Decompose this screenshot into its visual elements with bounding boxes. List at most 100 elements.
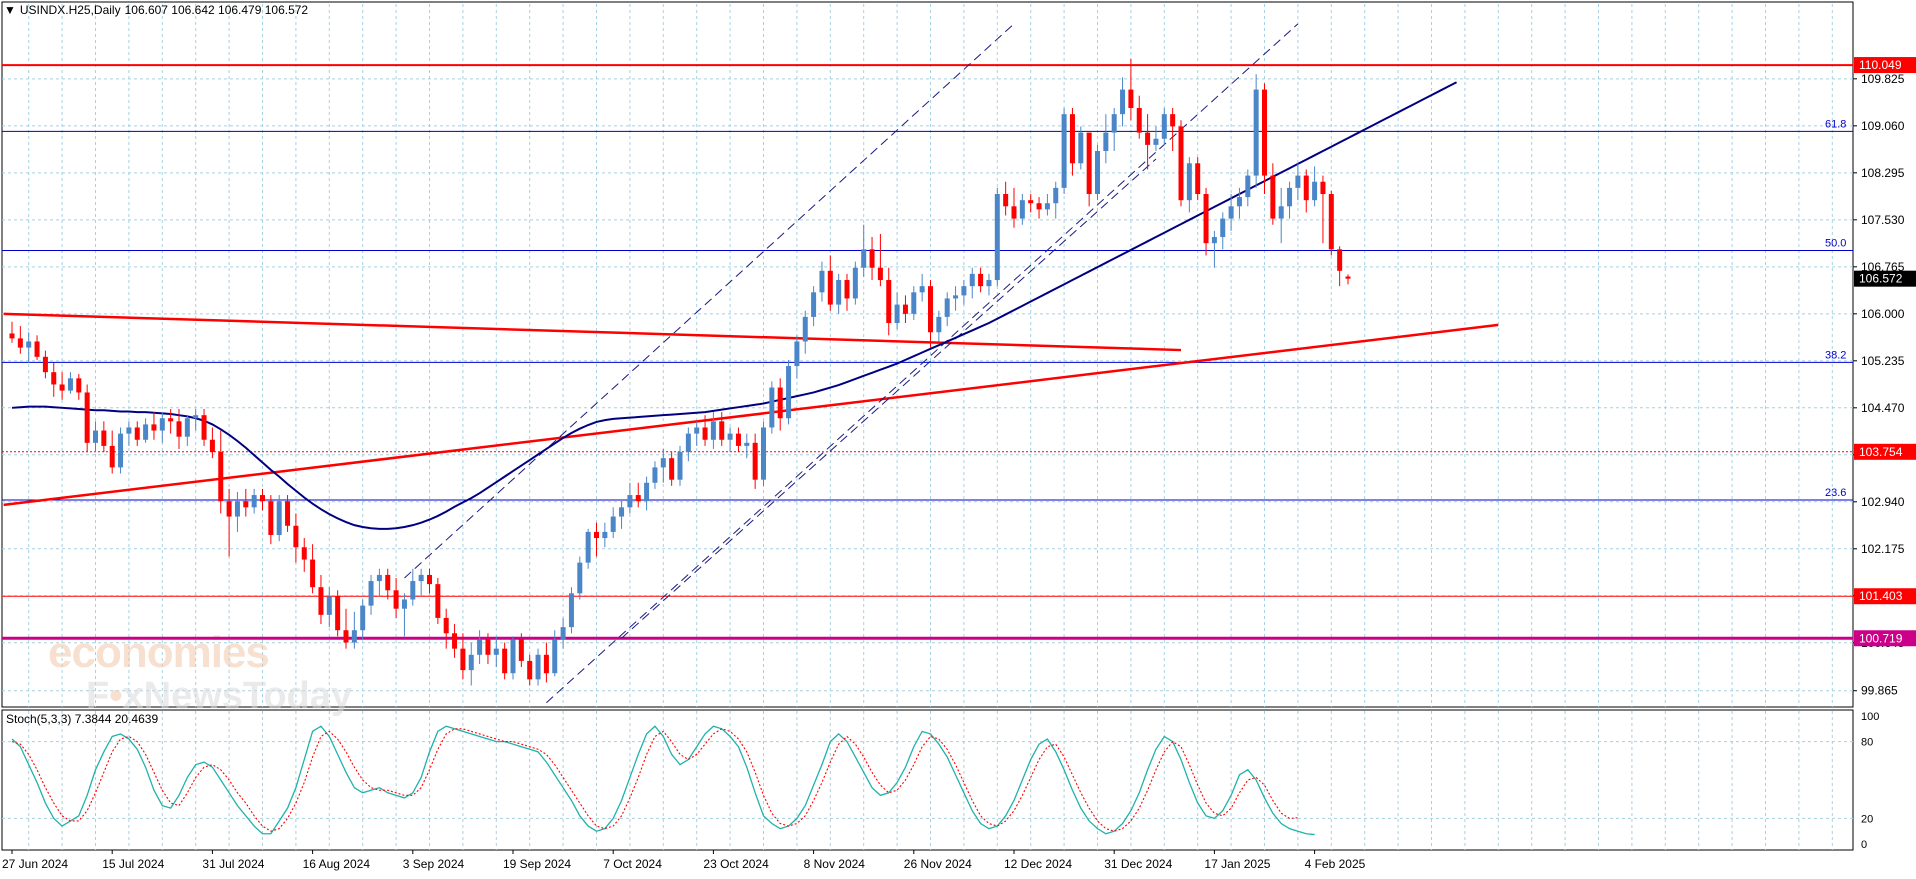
candle[interactable]	[1270, 163, 1276, 225]
candle[interactable]	[786, 359, 792, 425]
candle[interactable]	[126, 421, 132, 446]
candle[interactable]	[76, 374, 82, 400]
candle[interactable]	[1278, 187, 1284, 244]
candle[interactable]	[493, 636, 499, 668]
candle[interactable]	[401, 593, 407, 637]
candle[interactable]	[326, 587, 332, 628]
candle[interactable]	[1337, 246, 1343, 287]
candle[interactable]	[619, 501, 625, 529]
candle[interactable]	[460, 633, 466, 680]
candle[interactable]	[134, 421, 140, 446]
candle[interactable]	[1228, 194, 1234, 231]
candle[interactable]	[761, 421, 766, 486]
candle[interactable]	[84, 384, 90, 453]
candle[interactable]	[1195, 157, 1201, 201]
candle[interactable]	[1103, 114, 1109, 164]
candle[interactable]	[861, 224, 867, 277]
candle[interactable]	[1095, 144, 1100, 201]
candle[interactable]	[9, 321, 15, 343]
candle[interactable]	[652, 461, 658, 489]
candle[interactable]	[961, 280, 967, 305]
candle[interactable]	[268, 495, 274, 545]
candle[interactable]	[894, 292, 900, 330]
candle[interactable]	[1303, 169, 1309, 213]
candle[interactable]	[836, 273, 842, 314]
candle[interactable]	[1178, 120, 1184, 207]
candle[interactable]	[919, 273, 925, 302]
candle[interactable]	[535, 648, 541, 686]
candle[interactable]	[568, 587, 574, 634]
candle[interactable]	[1295, 163, 1301, 201]
candle[interactable]	[1220, 212, 1226, 250]
candle[interactable]	[393, 577, 399, 618]
candle[interactable]	[986, 273, 992, 296]
candle[interactable]	[577, 556, 583, 600]
candle[interactable]	[176, 409, 182, 449]
candle[interactable]	[201, 409, 207, 446]
candle[interactable]	[243, 488, 249, 517]
candle[interactable]	[1203, 187, 1209, 256]
candle[interactable]	[510, 636, 516, 680]
candle[interactable]	[109, 430, 115, 474]
candle[interactable]	[1245, 169, 1251, 207]
candle[interactable]	[1069, 108, 1075, 176]
candle[interactable]	[1287, 181, 1293, 219]
candle[interactable]	[118, 427, 124, 474]
candle[interactable]	[260, 488, 265, 511]
candle[interactable]	[777, 378, 783, 431]
candle[interactable]	[1312, 166, 1318, 207]
candle[interactable]	[17, 326, 23, 354]
candle[interactable]	[1153, 126, 1159, 152]
candle[interactable]	[1036, 197, 1042, 219]
candle[interactable]	[552, 630, 558, 677]
candle[interactable]	[802, 310, 808, 354]
candle[interactable]	[1345, 274, 1351, 285]
candle[interactable]	[251, 488, 257, 514]
candle[interactable]	[276, 495, 282, 542]
candle[interactable]	[928, 280, 933, 348]
candle[interactable]	[343, 608, 349, 649]
candle[interactable]	[877, 233, 883, 287]
candle[interactable]	[385, 568, 391, 600]
candle[interactable]	[418, 568, 424, 597]
candle[interactable]	[360, 599, 366, 640]
candle[interactable]	[902, 295, 908, 324]
candle[interactable]	[1161, 108, 1167, 145]
candle[interactable]	[543, 642, 549, 683]
candle[interactable]	[769, 381, 775, 434]
candle[interactable]	[1061, 108, 1067, 195]
candle[interactable]	[1003, 181, 1009, 216]
candle[interactable]	[468, 642, 474, 686]
candle[interactable]	[585, 528, 591, 569]
candle[interactable]	[34, 335, 40, 360]
candle[interactable]	[694, 421, 700, 446]
candle[interactable]	[318, 574, 324, 625]
candle[interactable]	[635, 482, 641, 508]
candle[interactable]	[502, 642, 508, 680]
candle[interactable]	[184, 415, 190, 446]
candle[interactable]	[452, 624, 458, 658]
candle[interactable]	[819, 261, 825, 302]
candle[interactable]	[168, 409, 174, 434]
candle[interactable]	[1120, 77, 1126, 127]
candle[interactable]	[435, 577, 441, 625]
candle[interactable]	[969, 267, 975, 299]
candle[interactable]	[335, 590, 341, 637]
candle[interactable]	[953, 286, 959, 311]
candle[interactable]	[685, 427, 691, 462]
candle[interactable]	[735, 427, 741, 453]
candle[interactable]	[376, 568, 382, 597]
candle[interactable]	[209, 427, 215, 459]
candle[interactable]	[594, 522, 599, 557]
candle[interactable]	[310, 544, 316, 594]
candle[interactable]	[1236, 187, 1242, 219]
candle[interactable]	[1186, 157, 1192, 213]
candle[interactable]	[285, 495, 291, 532]
candle[interactable]	[527, 654, 533, 686]
candle[interactable]	[410, 568, 416, 606]
candle[interactable]	[193, 409, 199, 431]
candle[interactable]	[944, 292, 950, 327]
candle[interactable]	[234, 491, 240, 532]
candle[interactable]	[1136, 95, 1142, 139]
header-arrow-icon[interactable]: ▼	[4, 3, 16, 17]
